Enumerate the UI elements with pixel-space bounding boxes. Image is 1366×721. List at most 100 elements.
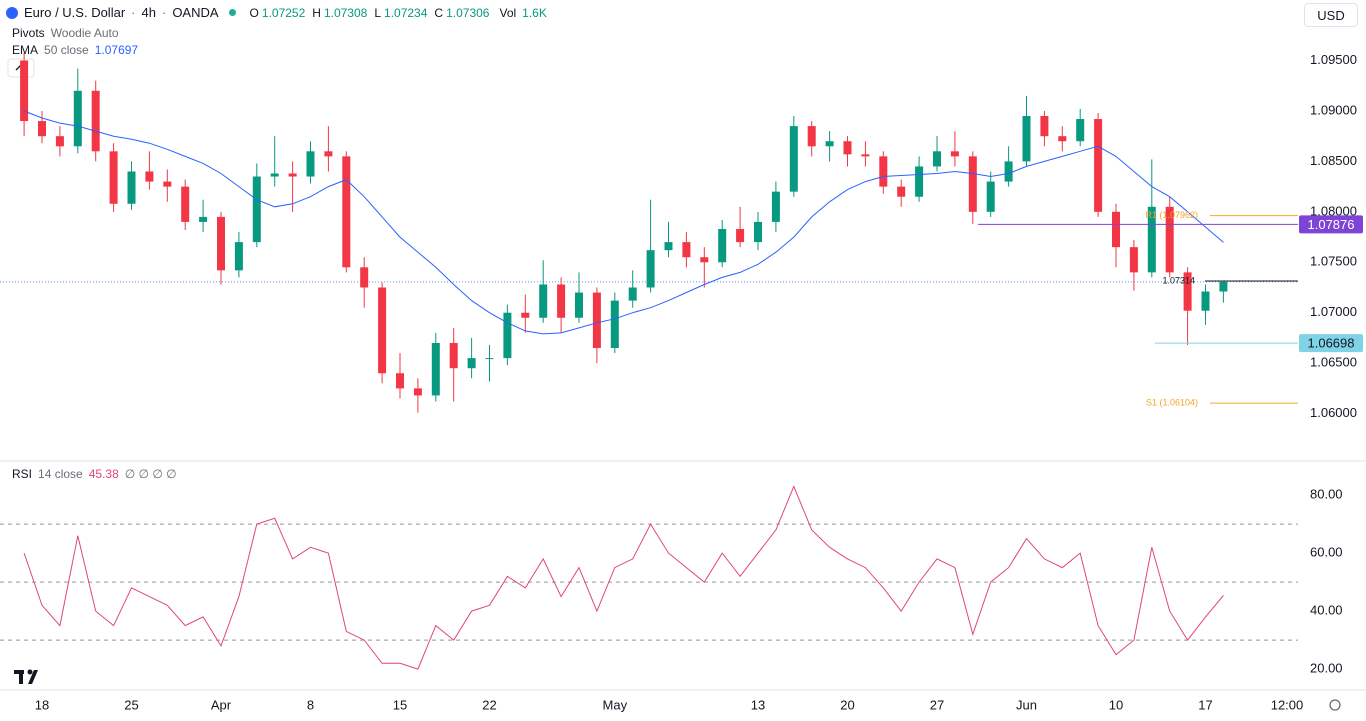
candle-body	[861, 154, 870, 157]
y-tick-label: 1.07000	[1310, 304, 1357, 319]
x-tick-label: 8	[307, 697, 314, 712]
indicator-name: RSI	[12, 467, 33, 481]
candle-body	[20, 60, 29, 122]
candle-body	[682, 242, 691, 258]
candle-body	[181, 186, 190, 222]
candle-body	[592, 292, 601, 349]
candle-body	[968, 156, 977, 212]
ohlc-value: 1.07252	[261, 5, 306, 20]
header: Euro / U.S. Dollar · 4h · OANDA O 1.07252 H 1…	[6, 5, 547, 20]
candle-body	[485, 358, 494, 360]
candle-body	[324, 151, 333, 157]
candle-body	[1058, 136, 1067, 142]
candle-body	[55, 136, 64, 147]
candle-body	[700, 257, 709, 263]
candle-body	[1112, 211, 1120, 248]
candle-body	[127, 171, 136, 204]
candle-body	[915, 166, 924, 197]
y-tick-label: 60.00	[1310, 545, 1343, 560]
candle-body	[234, 242, 243, 271]
candle-body	[557, 284, 566, 318]
ohlc-label: C	[434, 5, 444, 20]
candle-body	[664, 242, 673, 251]
candle-body	[252, 176, 261, 243]
candle-body	[771, 191, 780, 222]
candle-body	[38, 121, 46, 137]
y-tick-label: 40.00	[1310, 603, 1343, 618]
candle-body	[789, 126, 798, 192]
candle-body	[1076, 119, 1085, 142]
candle-body	[396, 373, 404, 389]
indicator-name: Pivots	[12, 26, 45, 40]
candle-body	[91, 90, 100, 152]
candle-body	[718, 228, 727, 263]
candle-body	[736, 228, 745, 243]
y-tick-label: 1.06000	[1310, 405, 1357, 420]
candle-body	[1129, 247, 1138, 273]
candle-body	[467, 358, 476, 369]
candle-body	[288, 173, 297, 177]
y-tick-label: 1.07500	[1310, 254, 1357, 269]
y-tick-label: 1.06500	[1310, 355, 1357, 370]
rsi-legend: RSI 14 close 45.38 ∅ ∅ ∅ ∅	[12, 467, 177, 481]
candle-body	[1040, 116, 1049, 137]
candle-body	[199, 216, 208, 222]
candle-body	[1147, 206, 1156, 273]
x-tick-label: Apr	[211, 697, 232, 712]
candle-body	[575, 292, 583, 318]
ohlc-value: 1.07234	[384, 5, 428, 20]
candle-body	[163, 181, 172, 187]
x-tick-label: 12:00	[1271, 697, 1304, 712]
candle-body	[807, 126, 816, 147]
candle-body	[73, 90, 82, 147]
indicator-params: 50 close	[44, 43, 89, 57]
candle-body	[503, 312, 512, 359]
x-tick-label: 27	[930, 697, 944, 712]
candle-body	[217, 216, 225, 271]
sep: ·	[161, 5, 167, 20]
ohlc-value: 1.07306	[446, 5, 490, 20]
candle-body	[342, 156, 351, 268]
candle-body	[539, 284, 548, 318]
candle-body	[825, 141, 834, 147]
sep: ·	[131, 5, 136, 20]
candle-body	[145, 171, 154, 182]
candle-body	[521, 312, 530, 318]
candle-body	[754, 221, 762, 243]
price-label: 1.07876	[1308, 217, 1355, 232]
x-tick-label: 25	[124, 697, 138, 712]
settings-icon[interactable]	[1329, 699, 1341, 711]
candle-body	[933, 151, 941, 167]
x-tick-label: 10	[1109, 697, 1123, 712]
x-tick-label: 22	[482, 697, 496, 712]
ema-legend: EMA 50 close 1.07697	[12, 43, 138, 57]
candle-body	[449, 342, 458, 369]
ema-line	[23, 110, 1224, 335]
y-tick-label: 1.08500	[1310, 153, 1357, 168]
indicator-params: Woodie Auto	[50, 26, 119, 40]
ohlc-value: 1.07308	[323, 5, 368, 20]
x-tick-label: May	[603, 697, 628, 712]
indicator-extra: ∅ ∅ ∅ ∅	[124, 467, 177, 481]
candle-body	[610, 300, 619, 349]
y-tick-label: 20.00	[1310, 661, 1343, 676]
candle-body	[270, 173, 279, 177]
rsi-line	[23, 485, 1224, 670]
candle-body	[413, 388, 422, 396]
currency-button[interactable]: USD	[1304, 3, 1358, 27]
candle-body	[1165, 206, 1174, 273]
candle-body	[897, 186, 906, 197]
ohlc-label: L	[374, 5, 382, 20]
x-tick-label: 13	[751, 697, 765, 712]
candle-body	[986, 181, 995, 212]
ohlc-label: O	[249, 5, 259, 20]
volume-value: 1.6K	[522, 5, 547, 20]
candle-body	[843, 141, 852, 155]
candle-body	[879, 156, 888, 187]
candle-body	[1004, 161, 1013, 182]
price-label-box	[1299, 334, 1363, 353]
candle-body	[360, 267, 369, 288]
candle-body	[646, 250, 655, 288]
candle-body	[628, 287, 637, 301]
